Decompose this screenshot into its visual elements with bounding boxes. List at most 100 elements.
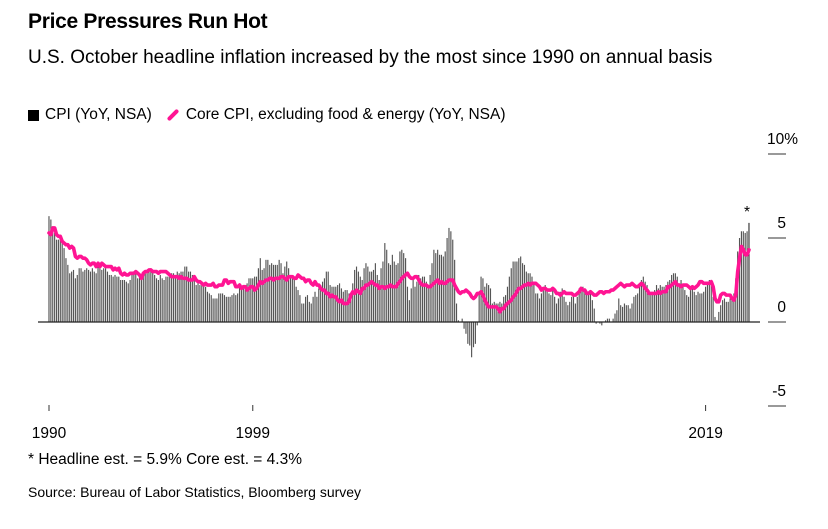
cpi-bar — [80, 268, 82, 322]
cpi-bar — [78, 268, 80, 322]
cpi-bar — [229, 296, 231, 322]
cpi-bar — [418, 274, 420, 322]
cpi-bar — [305, 296, 307, 322]
cpi-bar — [350, 293, 352, 322]
cpi-bar — [369, 271, 371, 322]
cpi-bar — [410, 288, 412, 322]
cpi-bar — [374, 263, 376, 322]
cpi-bar — [50, 219, 52, 322]
cpi-bar — [710, 283, 712, 322]
legend-label-cpi: CPI (YoY, NSA) — [45, 106, 152, 123]
cpi-bar — [197, 283, 199, 322]
cpi-bar — [406, 286, 409, 322]
cpi-bar — [371, 271, 373, 322]
cpi-bar — [382, 261, 384, 322]
cpi-bar — [152, 271, 154, 322]
cpi-bar — [669, 280, 671, 322]
cpi-bar — [716, 320, 718, 322]
cpi-bar — [308, 301, 310, 322]
cpi-bar — [93, 271, 95, 322]
cpi-bar — [421, 276, 424, 322]
cpi-bar — [320, 285, 322, 322]
cpi-bar — [367, 266, 369, 322]
cpi-bar — [252, 278, 254, 322]
cpi-bar — [523, 264, 526, 322]
cpi-bar — [529, 273, 531, 322]
footnote: * Headline est. = 5.9% Core est. = 4.3% — [28, 451, 302, 468]
cpi-bar — [154, 274, 156, 322]
cpi-bar — [150, 268, 152, 322]
cpi-bar — [525, 271, 527, 322]
cpi-bar — [91, 268, 93, 322]
cpi-bar — [357, 271, 359, 322]
cpi-bar — [206, 291, 209, 322]
cpi-bar — [384, 243, 386, 322]
cpi-bar — [365, 263, 367, 322]
cpi-bar — [448, 227, 450, 322]
cpi-bar — [437, 249, 439, 322]
cpi-bar — [480, 276, 482, 322]
cpi-bar — [742, 231, 744, 322]
cpi-bar — [301, 303, 303, 322]
cpi-bar — [714, 316, 716, 322]
cpi-bar — [554, 296, 556, 322]
cpi-bar — [127, 283, 129, 322]
cpi-bar — [171, 273, 173, 322]
cpi-bar — [216, 298, 218, 322]
cpi-bar — [684, 290, 686, 322]
cpi-bar — [593, 308, 595, 322]
cpi-bar — [157, 280, 159, 322]
cpi-bar — [67, 264, 69, 322]
cpi-bar — [227, 296, 229, 322]
cpi-bar — [163, 280, 165, 322]
cpi-bar — [329, 285, 331, 322]
cpi-bar — [380, 268, 382, 322]
cpi-bar — [52, 226, 54, 322]
cpi-bar — [246, 283, 248, 322]
cpi-bar — [257, 268, 259, 322]
cpi-bar — [599, 322, 601, 324]
cpi-bar — [376, 274, 378, 322]
cpi-bar — [723, 298, 726, 322]
cpi-bar — [123, 280, 126, 322]
cpi-bar — [567, 305, 569, 322]
cpi-bar — [276, 264, 278, 322]
cpi-bar — [140, 276, 143, 322]
cpi-bar — [159, 274, 161, 322]
cpi-bar — [614, 313, 616, 322]
cpi-bar — [61, 243, 63, 322]
cpi-bar — [665, 285, 667, 322]
cpi-bar — [472, 322, 475, 348]
cpi-bar — [129, 280, 131, 322]
cpi-bar — [606, 318, 609, 322]
cpi-bar — [501, 303, 503, 322]
cpi-bar — [582, 286, 584, 322]
cpi-bar — [561, 288, 563, 322]
cpi-bar — [191, 274, 193, 322]
cpi-bar — [650, 295, 652, 322]
cpi-bar — [82, 271, 84, 322]
cpi-bar — [572, 295, 575, 322]
cpi-bar — [210, 295, 212, 322]
cpi-bar — [203, 285, 205, 322]
cpi-bar — [663, 286, 665, 322]
cpi-bar — [99, 268, 101, 322]
cpi-bar — [238, 283, 241, 322]
cpi-bar — [425, 281, 427, 322]
y-tick-label: 10% — [767, 131, 798, 148]
cpi-bar — [657, 288, 659, 322]
cpi-bar — [167, 276, 169, 322]
legend-label-core: Core CPI, excluding food & energy (YoY, … — [185, 106, 506, 123]
cpi-bar — [208, 293, 210, 322]
y-tick-label: -5 — [772, 383, 786, 400]
cpi-bar — [725, 301, 727, 322]
cpi-bar — [557, 298, 559, 322]
cpi-bar — [363, 268, 365, 322]
cpi-bar — [457, 320, 459, 322]
cpi-bar — [689, 290, 692, 322]
cpi-bar — [271, 263, 273, 322]
cpi-bar — [695, 295, 697, 322]
cpi-bar — [497, 303, 499, 322]
cpi-bar — [303, 303, 305, 322]
cpi-bar — [688, 296, 690, 322]
